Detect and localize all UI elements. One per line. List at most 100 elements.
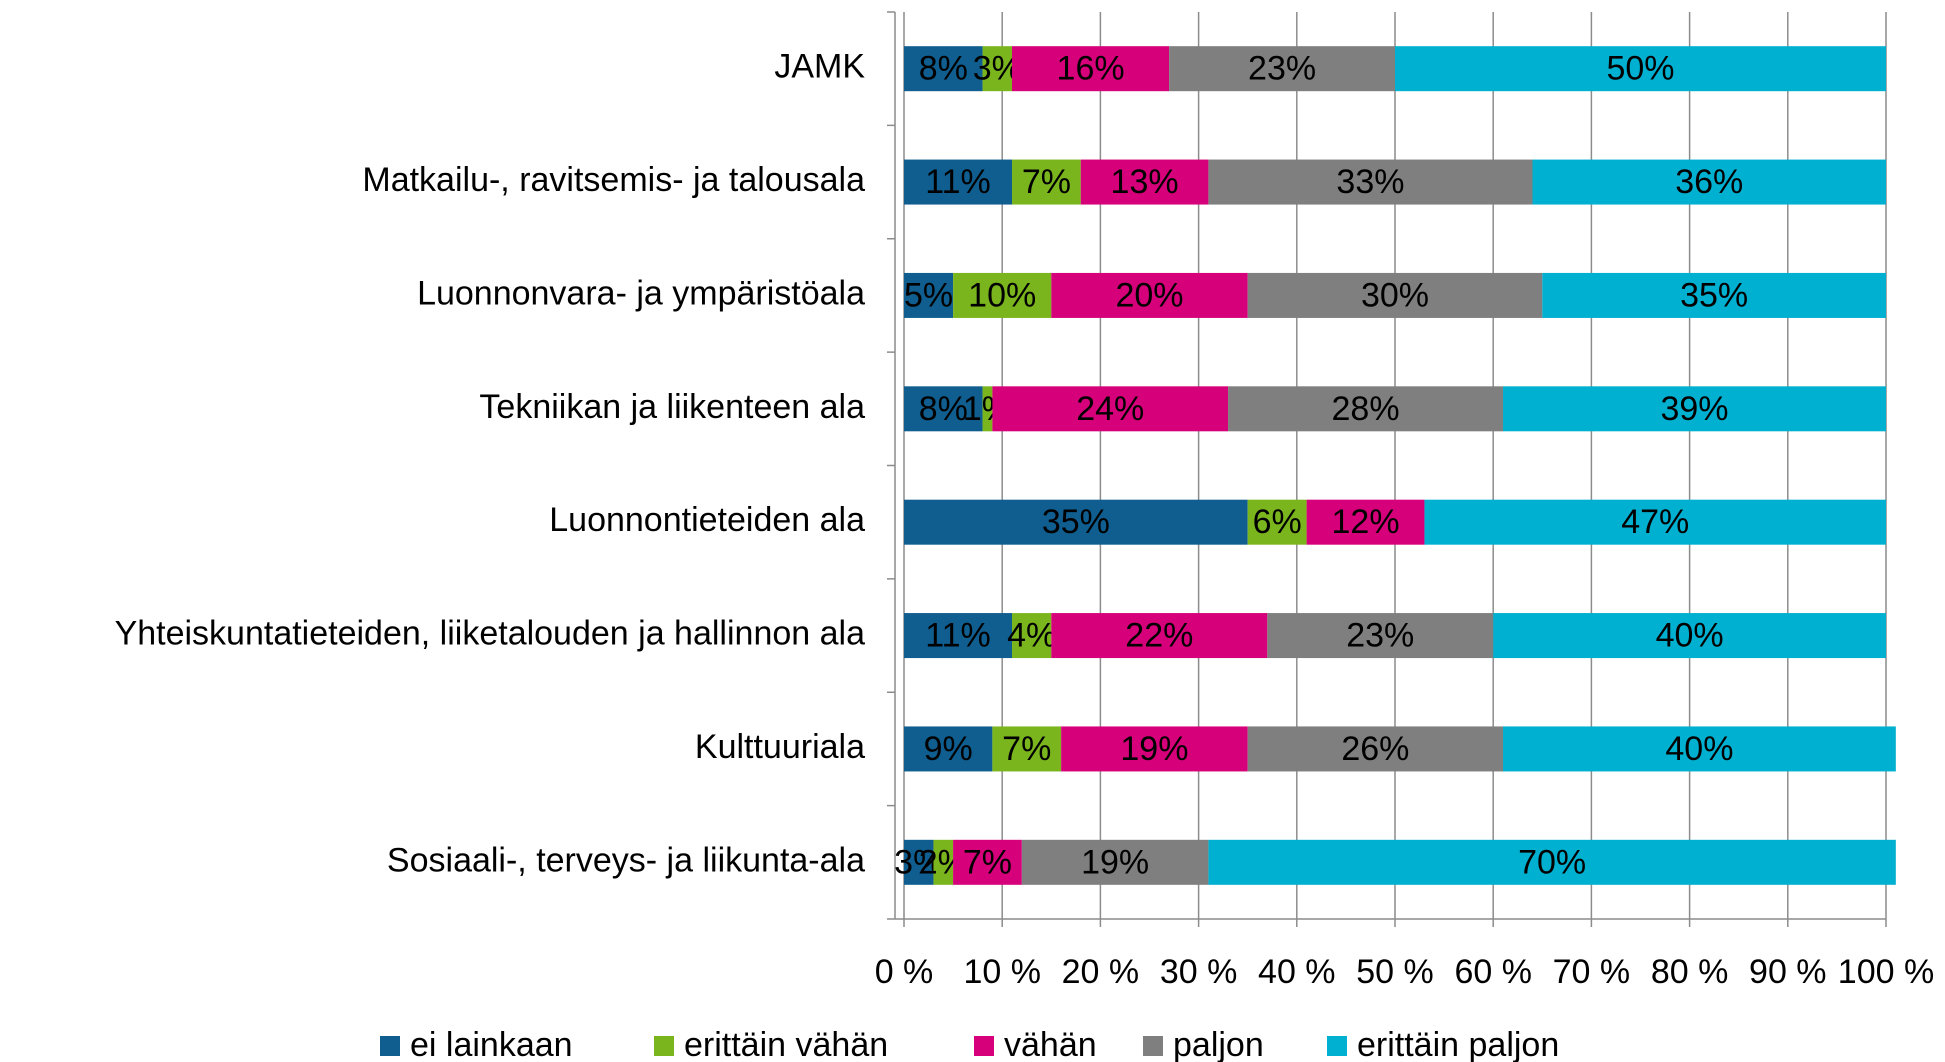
y-tick-label: Luonnonvara- ja ympäristöala: [417, 274, 865, 312]
legend-swatch: [1143, 1036, 1163, 1056]
bar-segment: [1012, 46, 1170, 92]
bar-segment: [982, 386, 993, 432]
bar-segment: [1208, 159, 1533, 205]
data-label: 13%: [1111, 163, 1179, 201]
y-tick-label: Sosiaali-, terveys- ja liikunta-ala: [387, 841, 865, 879]
data-label: 19%: [1120, 730, 1188, 768]
data-label: 23%: [1248, 50, 1316, 88]
data-label: 10%: [968, 276, 1036, 314]
data-label: 8%: [919, 390, 968, 428]
x-tick-label: 100 %: [1838, 953, 1934, 991]
data-label: 35%: [1680, 276, 1748, 314]
data-label: 7%: [1022, 163, 1071, 201]
data-label: 47%: [1621, 503, 1689, 541]
legend-label: erittäin vähän: [684, 1026, 888, 1062]
bar-segment: [992, 726, 1062, 772]
y-tick-label: Tekniikan ja liikenteen ala: [479, 388, 865, 426]
y-tick-label: Matkailu-, ravitsemis- ja talousala: [362, 161, 865, 199]
data-label: 36%: [1675, 163, 1743, 201]
bar-segment: [992, 386, 1229, 432]
data-label: 33%: [1336, 163, 1404, 201]
x-tick-label: 0 %: [875, 953, 934, 991]
data-label: 50%: [1606, 50, 1674, 88]
legend-label: erittäin paljon: [1357, 1026, 1559, 1062]
legend-swatch: [974, 1036, 994, 1056]
data-label: 28%: [1332, 390, 1400, 428]
data-label: 26%: [1341, 730, 1409, 768]
bar-segment: [904, 613, 1013, 659]
bar-segment: [904, 46, 983, 92]
legend-label: ei lainkaan: [410, 1026, 573, 1062]
bar-segment: [1080, 159, 1209, 205]
data-label: 19%: [1081, 843, 1149, 881]
data-label: 7%: [1002, 730, 1051, 768]
bar-segment: [1169, 46, 1395, 92]
bar-segment: [1267, 613, 1494, 659]
bar-segment: [1247, 726, 1504, 772]
bar-segment: [953, 272, 1052, 318]
x-tick-label: 50 %: [1356, 953, 1434, 991]
data-label: 20%: [1115, 276, 1183, 314]
bar-segment: [1503, 386, 1886, 432]
bar-segment: [1532, 159, 1886, 205]
legend-label: paljon: [1173, 1026, 1264, 1062]
bar-segment: [904, 726, 993, 772]
x-tick-label: 70 %: [1553, 953, 1631, 991]
data-label: 9%: [924, 730, 973, 768]
data-label: 22%: [1125, 617, 1193, 655]
data-label: 30%: [1361, 276, 1429, 314]
bar-segment: [904, 159, 1013, 205]
data-label: 40%: [1656, 617, 1724, 655]
bar-segment: [1061, 726, 1248, 772]
legend-label: vähän: [1004, 1026, 1097, 1062]
data-label: 12%: [1332, 503, 1400, 541]
legend-swatch: [1327, 1036, 1347, 1056]
bar-segment: [904, 272, 954, 318]
legend-swatch: [654, 1036, 674, 1056]
bar-segment: [953, 839, 1022, 885]
bar-segment: [904, 386, 983, 432]
bar-segment: [1051, 613, 1268, 659]
bar-segment: [1247, 272, 1543, 318]
bar-segment: [904, 499, 1248, 545]
bar-segment: [1306, 499, 1425, 545]
bar-segment: [904, 839, 934, 885]
x-tick-label: 90 %: [1749, 953, 1827, 991]
bar-segment: [982, 46, 1013, 92]
bar-segment: [1051, 272, 1248, 318]
data-label: 40%: [1665, 730, 1733, 768]
data-label: 11%: [925, 617, 991, 655]
data-label: 35%: [1042, 503, 1110, 541]
data-label: 4%: [1007, 617, 1056, 655]
x-tick-label: 30 %: [1160, 953, 1238, 991]
data-label: 8%: [919, 50, 968, 88]
data-label: 70%: [1518, 843, 1586, 881]
y-tick-label: Kulttuuriala: [695, 728, 865, 766]
y-tick-label: Yhteiskuntatieteiden, liiketalouden ja h…: [115, 615, 866, 653]
data-label: 5%: [904, 276, 953, 314]
bar-segment: [1021, 839, 1209, 885]
x-tick-label: 60 %: [1454, 953, 1532, 991]
bar-segment: [1395, 46, 1886, 92]
data-label: 6%: [1253, 503, 1302, 541]
data-label: 16%: [1057, 50, 1125, 88]
bar-segment: [1228, 386, 1504, 432]
data-label: 24%: [1076, 390, 1144, 428]
data-label: 11%: [925, 163, 991, 201]
bar-segment: [1542, 272, 1886, 318]
x-tick-label: 10 %: [963, 953, 1041, 991]
data-label: 7%: [963, 843, 1012, 881]
bar-segment: [933, 839, 954, 885]
bar-segment: [1208, 839, 1896, 885]
bar-segment: [1247, 499, 1307, 545]
bar-segment: [1424, 499, 1886, 545]
bar-segment: [1012, 159, 1081, 205]
data-label: 23%: [1346, 617, 1414, 655]
bar-segment: [1493, 613, 1886, 659]
bar-segment: [1012, 613, 1052, 659]
x-tick-label: 40 %: [1258, 953, 1336, 991]
legend-swatch: [380, 1036, 400, 1056]
x-tick-label: 20 %: [1062, 953, 1140, 991]
y-tick-label: Luonnontieteiden ala: [549, 501, 865, 539]
